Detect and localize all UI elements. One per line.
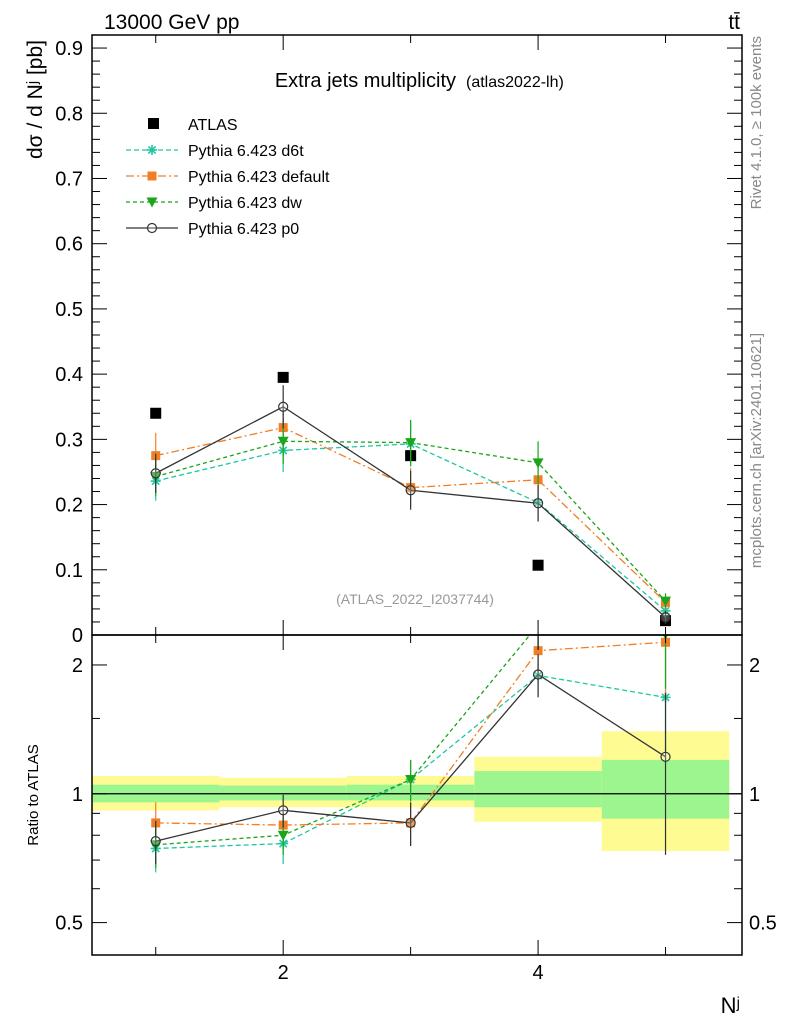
legend: ATLAS Pythia 6.423 d6t Pythia 6.423 defaul…: [126, 117, 330, 238]
dw-point-2: [277, 436, 289, 447]
p0-ratio-point-5: [660, 751, 671, 762]
legend-label: Pythia 6.423 dw: [188, 195, 302, 212]
x-tick-label: 2: [278, 962, 289, 984]
y-axis-label: dσ / d Nʲ [pb]: [24, 40, 47, 159]
y-tick-label: 0.7: [55, 168, 83, 190]
y-tick-label: 0: [72, 625, 83, 647]
y-tick-label: 0.3: [55, 429, 83, 451]
ratio-plot: [150, 635, 671, 873]
p0-point-1: [150, 468, 161, 479]
ratio-band-inner-bin-2: [219, 785, 347, 801]
dw-point-3: [405, 438, 417, 449]
ratio-y-tick-label-right: 2: [749, 655, 760, 677]
legend-d6t-marker: [147, 145, 157, 155]
legend-label: Pythia 6.423 default: [188, 169, 330, 186]
p0-point-5: [660, 612, 671, 623]
p0-point-2: [278, 401, 289, 412]
atlas-point-4: [532, 559, 544, 571]
default-line: [155, 426, 666, 603]
legend-dw-marker: [146, 197, 158, 208]
rivet-version-label: Rivet 4.1.0, ≥ 100k events: [748, 36, 765, 209]
main-plot: [150, 371, 672, 627]
y-tick-label: 0.4: [55, 364, 83, 386]
plot-title-tag: (atlas2022-lh): [466, 74, 564, 91]
dw-ratio-point-2: [277, 830, 289, 841]
default-ratio-line: [155, 641, 666, 826]
legend-default-marker: [147, 171, 157, 181]
ratio-band-inner-bin-4: [474, 771, 602, 808]
legend-label: ATLAS: [188, 117, 238, 134]
legend-label: Pythia 6.423 p0: [188, 221, 299, 238]
p0-ratio-point-1: [150, 836, 161, 847]
legend-label: Pythia 6.423 d6t: [188, 143, 304, 160]
x-tick-label: 4: [533, 962, 544, 984]
y-tick-label: 0.9: [55, 38, 83, 60]
analysis-watermark: (ATLAS_2022_I2037744): [336, 591, 494, 607]
x-axis-label: Nʲ: [721, 993, 740, 1018]
ratio-y-tick-label-right: 1: [749, 784, 760, 806]
dw-ratio-point-3: [405, 774, 417, 785]
y-tick-label: 0.8: [55, 103, 83, 125]
p0-point-4: [532, 498, 544, 509]
ratio-axes: 0.5 0.5 1 1 2 2 2 4: [55, 635, 777, 984]
ratio-y-tick-label-left: 2: [72, 655, 83, 677]
atlas-point-2: [277, 371, 289, 383]
legend-atlas-marker: [148, 118, 159, 129]
dw-point-4: [532, 458, 544, 469]
header-channel: tt̄: [728, 11, 740, 34]
mcplots-label: mcplots.cern.ch [arXiv:2401.10621]: [748, 333, 765, 568]
y-tick-label: 0.5: [55, 299, 83, 321]
default-ratio-point-4: [533, 646, 543, 656]
dw-point-5: [660, 596, 672, 607]
ratio-y-axis-label: Ratio to ATLAS: [25, 744, 42, 845]
legend-p0-marker: [146, 222, 158, 234]
ratio-y-tick-label-right: 0.5: [749, 913, 777, 935]
y-tick-label: 0.2: [55, 495, 83, 517]
y-tick-label: 0.6: [55, 234, 83, 256]
p0-ratio-point-4: [532, 669, 544, 680]
header-process: 13000 GeV pp: [104, 11, 239, 34]
ratio-y-tick-label-left: 1: [72, 784, 83, 806]
plot-title: Extra jets multiplicity: [275, 70, 456, 92]
p0-point-3: [405, 485, 416, 496]
p0-ratio-point-3: [405, 817, 416, 828]
ratio-y-tick-label-left: 0.5: [55, 913, 83, 935]
p0-ratio-point-2: [278, 805, 289, 816]
atlas-point-1: [150, 407, 162, 419]
ratio-frame: [91, 634, 743, 956]
y-tick-label: 0.1: [55, 560, 83, 582]
main-axes: 0 0.1 0.2 0.3 0.4 0.5 0.6 0.7 0.8 0.9: [55, 35, 742, 647]
